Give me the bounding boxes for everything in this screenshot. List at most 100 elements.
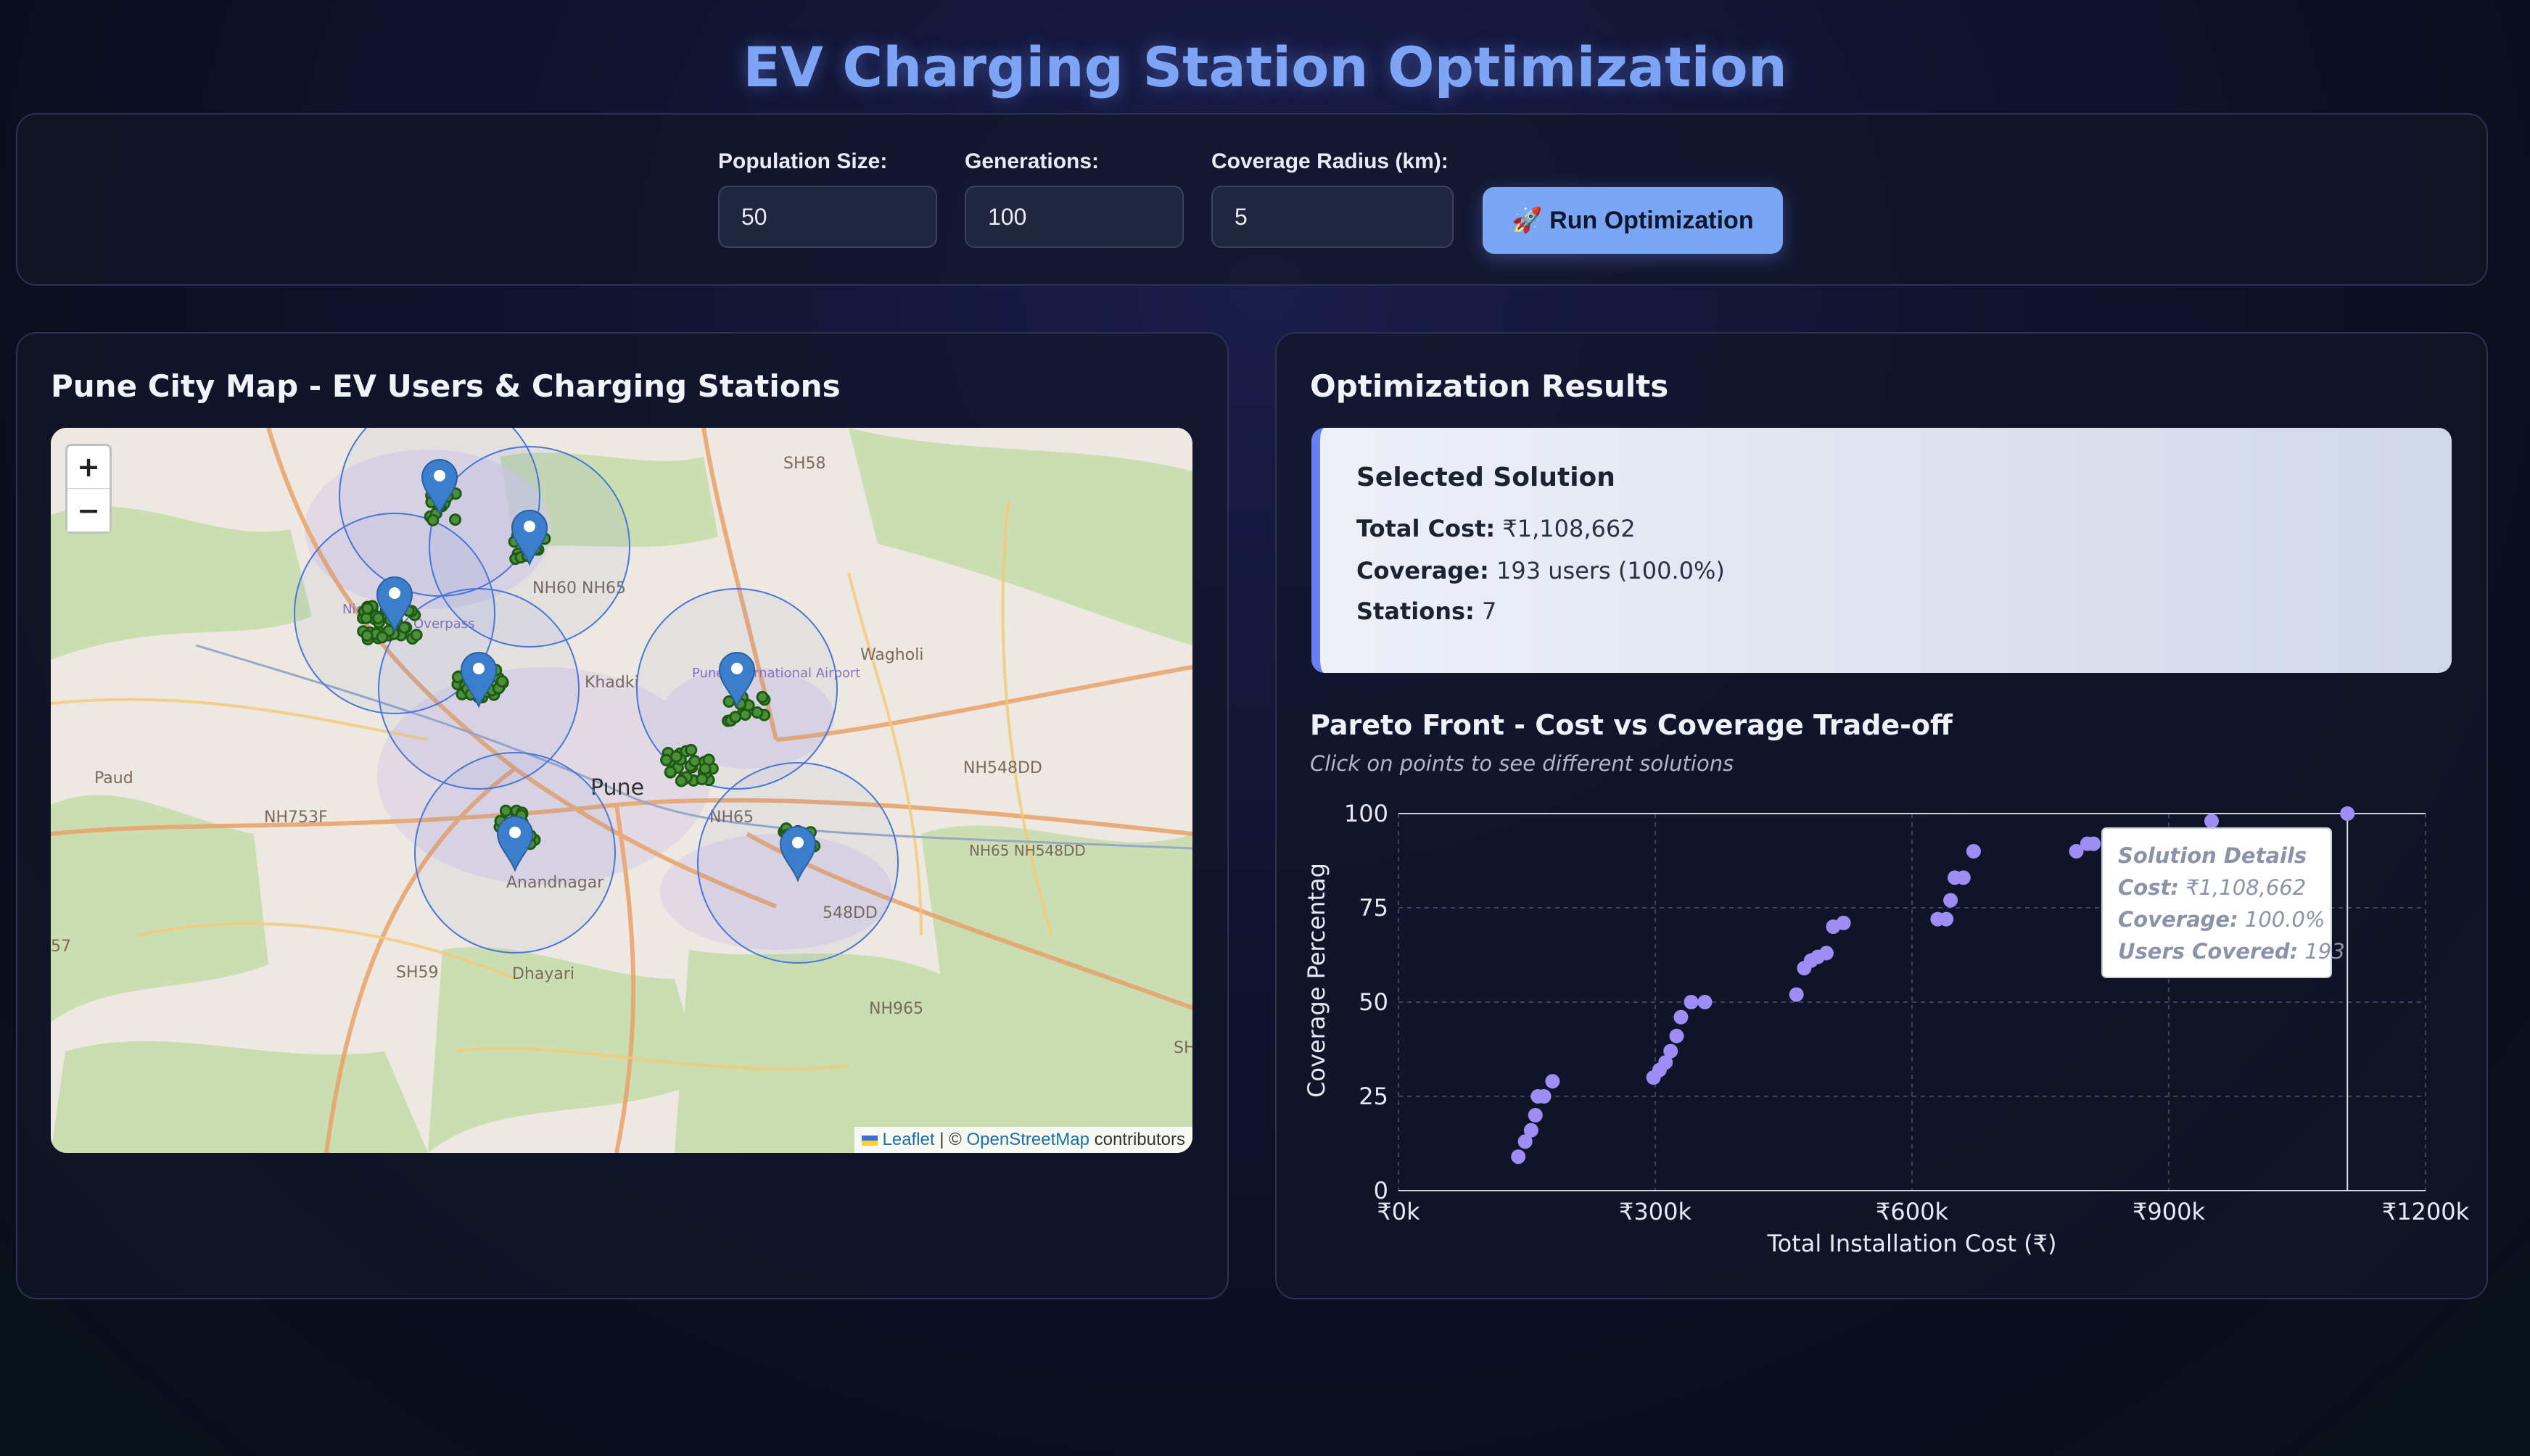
- map-tiles: SH58 NH60 NH65 Wagholi Khadki Pune Inter…: [51, 428, 1192, 1153]
- attribution-separator: | ©: [934, 1130, 967, 1149]
- pareto-point[interactable]: [1956, 870, 1971, 885]
- pareto-point[interactable]: [1523, 1122, 1538, 1138]
- charging-station-pin[interactable]: [718, 652, 756, 708]
- tooltip-box: [2101, 827, 2332, 978]
- map-label-nh65: NH65: [709, 808, 754, 827]
- ev-user-marker: [361, 602, 374, 615]
- pareto-point[interactable]: [1658, 1055, 1673, 1070]
- stations-label: Stations:: [1356, 597, 1475, 625]
- pareto-chart-subtitle: Click on points to see different solutio…: [1310, 751, 1734, 776]
- map-label-khadki: Khadki: [585, 674, 639, 692]
- population-size-label: Population Size:: [718, 149, 888, 173]
- pareto-point[interactable]: [1545, 1074, 1560, 1089]
- y-tick-label: 75: [1359, 894, 1388, 922]
- pareto-point[interactable]: [2204, 814, 2219, 829]
- major-roads: [51, 428, 1192, 1153]
- total-cost-row: Total Cost: ₹1,108,662: [1356, 515, 1636, 542]
- leaflet-link[interactable]: Leaflet: [882, 1130, 935, 1149]
- place-labels: SH58 NH60 NH65 Wagholi Khadki Pune Inter…: [51, 455, 1192, 1057]
- ev-user-marker: [688, 755, 701, 768]
- pareto-point[interactable]: [1663, 1043, 1678, 1059]
- ev-user-marker: [669, 750, 683, 763]
- selected-solution-heading: Selected Solution: [1356, 463, 1615, 492]
- total-cost-value: ₹1,108,662: [1502, 515, 1636, 542]
- pareto-point[interactable]: [1684, 995, 1699, 1009]
- pareto-point[interactable]: [1943, 893, 1958, 908]
- charging-station-pin[interactable]: [460, 652, 498, 708]
- pareto-point[interactable]: [1517, 1134, 1533, 1149]
- map-label-anandnagar: Anandnagar: [506, 874, 604, 892]
- solution-tooltip: Solution Details Cost: ₹1,108,662 Coverage…: [2101, 827, 2345, 978]
- ev-user-marker: [449, 513, 462, 526]
- pareto-point[interactable]: [2069, 844, 2084, 859]
- run-optimization-button[interactable]: 🚀 Run Optimization: [1483, 187, 1783, 254]
- map-label-nh65-nh548dd: NH65 NH548DD: [969, 842, 1086, 859]
- pareto-point[interactable]: [2340, 806, 2355, 821]
- pune-map[interactable]: SH58 NH60 NH65 Wagholi Khadki Pune Inter…: [51, 428, 1192, 1153]
- y-tick-label: 25: [1359, 1083, 1388, 1110]
- x-axis-title: Total Installation Cost (₹): [1767, 1230, 2057, 1257]
- map-label-sh: SH: [1174, 1039, 1192, 1057]
- ev-user-marker: [664, 766, 677, 779]
- map-label-dhayari: Dhayari: [512, 965, 574, 983]
- map-label-overpass: Overpass: [413, 616, 475, 632]
- pareto-point[interactable]: [1836, 915, 1851, 930]
- pareto-point[interactable]: [1697, 995, 1713, 1009]
- generations-label: Generations:: [965, 149, 1100, 173]
- ev-user-marker: [675, 774, 688, 787]
- generations-input[interactable]: [965, 186, 1184, 248]
- map-label-nh753f: NH753F: [264, 808, 328, 827]
- ev-user-marker: [371, 612, 384, 625]
- map-label-57: 57: [51, 938, 71, 956]
- charging-station-pin[interactable]: [421, 459, 458, 516]
- pareto-point[interactable]: [1789, 987, 1804, 1002]
- ev-user-marker: [397, 621, 411, 634]
- stations-value: 7: [1481, 597, 1497, 625]
- map-label-pune: Pune: [590, 775, 644, 801]
- x-tick-label: ₹900k: [2133, 1198, 2205, 1225]
- pareto-point[interactable]: [1966, 844, 1981, 859]
- pareto-point[interactable]: [1673, 1009, 1689, 1025]
- map-label-wagholi: Wagholi: [860, 646, 923, 664]
- tooltip-users: Users Covered: 193: [2118, 939, 2345, 964]
- zoom-in-button[interactable]: +: [67, 446, 110, 489]
- map-label-nh965: NH965: [869, 1000, 923, 1018]
- pareto-point[interactable]: [1819, 946, 1834, 961]
- charging-station-pin[interactable]: [779, 826, 817, 882]
- pareto-point[interactable]: [1669, 1028, 1684, 1043]
- zoom-out-button[interactable]: −: [67, 489, 110, 531]
- page-title: EV Charging Station Optimization: [743, 35, 1787, 99]
- map-label-548dd: 548DD: [823, 904, 878, 922]
- total-cost-label: Total Cost:: [1356, 515, 1496, 542]
- coverage-label: Coverage:: [1356, 557, 1489, 584]
- y-tick-label: 50: [1359, 988, 1388, 1016]
- openstreetmap-link[interactable]: OpenStreetMap: [966, 1130, 1089, 1149]
- ev-user-marker: [756, 690, 769, 703]
- pareto-point[interactable]: [1536, 1089, 1552, 1104]
- coverage-radius-label: Coverage Radius (km):: [1211, 149, 1449, 173]
- selected-solution-card: Selected Solution Total Cost: ₹1,108,662…: [1311, 428, 2452, 673]
- charging-station-pin[interactable]: [496, 816, 534, 872]
- stations-row: Stations: 7: [1356, 597, 1496, 625]
- pareto-point[interactable]: [1511, 1149, 1526, 1165]
- map-label-sh58: SH58: [783, 455, 826, 473]
- pareto-chart[interactable]: ₹0k ₹300k ₹600k ₹900k ₹1200k 0 25 50 75 100 Total …: [1291, 783, 2481, 1276]
- charging-station-pin[interactable]: [511, 510, 548, 566]
- coverage-radius-input[interactable]: [1211, 186, 1454, 248]
- ev-user-marker: [410, 629, 423, 642]
- ev-user-marker: [751, 706, 764, 719]
- map-label-nh60: NH60 NH65: [532, 579, 626, 597]
- charging-station-markers[interactable]: [376, 459, 817, 882]
- map-attribution: Leaflet | © OpenStreetMap contributors: [854, 1127, 1192, 1153]
- pareto-point[interactable]: [1528, 1108, 1543, 1122]
- pareto-point[interactable]: [2086, 836, 2101, 851]
- ev-user-marker: [696, 773, 709, 786]
- coverage-value: 193 users (100.0%): [1496, 557, 1725, 584]
- tooltip-cost: Cost: ₹1,108,662: [2118, 875, 2306, 900]
- ev-user-marker: [729, 711, 742, 724]
- x-tick-label: ₹1200k: [2382, 1198, 2470, 1225]
- population-size-input[interactable]: [718, 186, 937, 248]
- pareto-point[interactable]: [1939, 911, 1954, 927]
- map-label-nh548dd: NH548DD: [963, 759, 1042, 777]
- charging-station-pin[interactable]: [376, 576, 413, 633]
